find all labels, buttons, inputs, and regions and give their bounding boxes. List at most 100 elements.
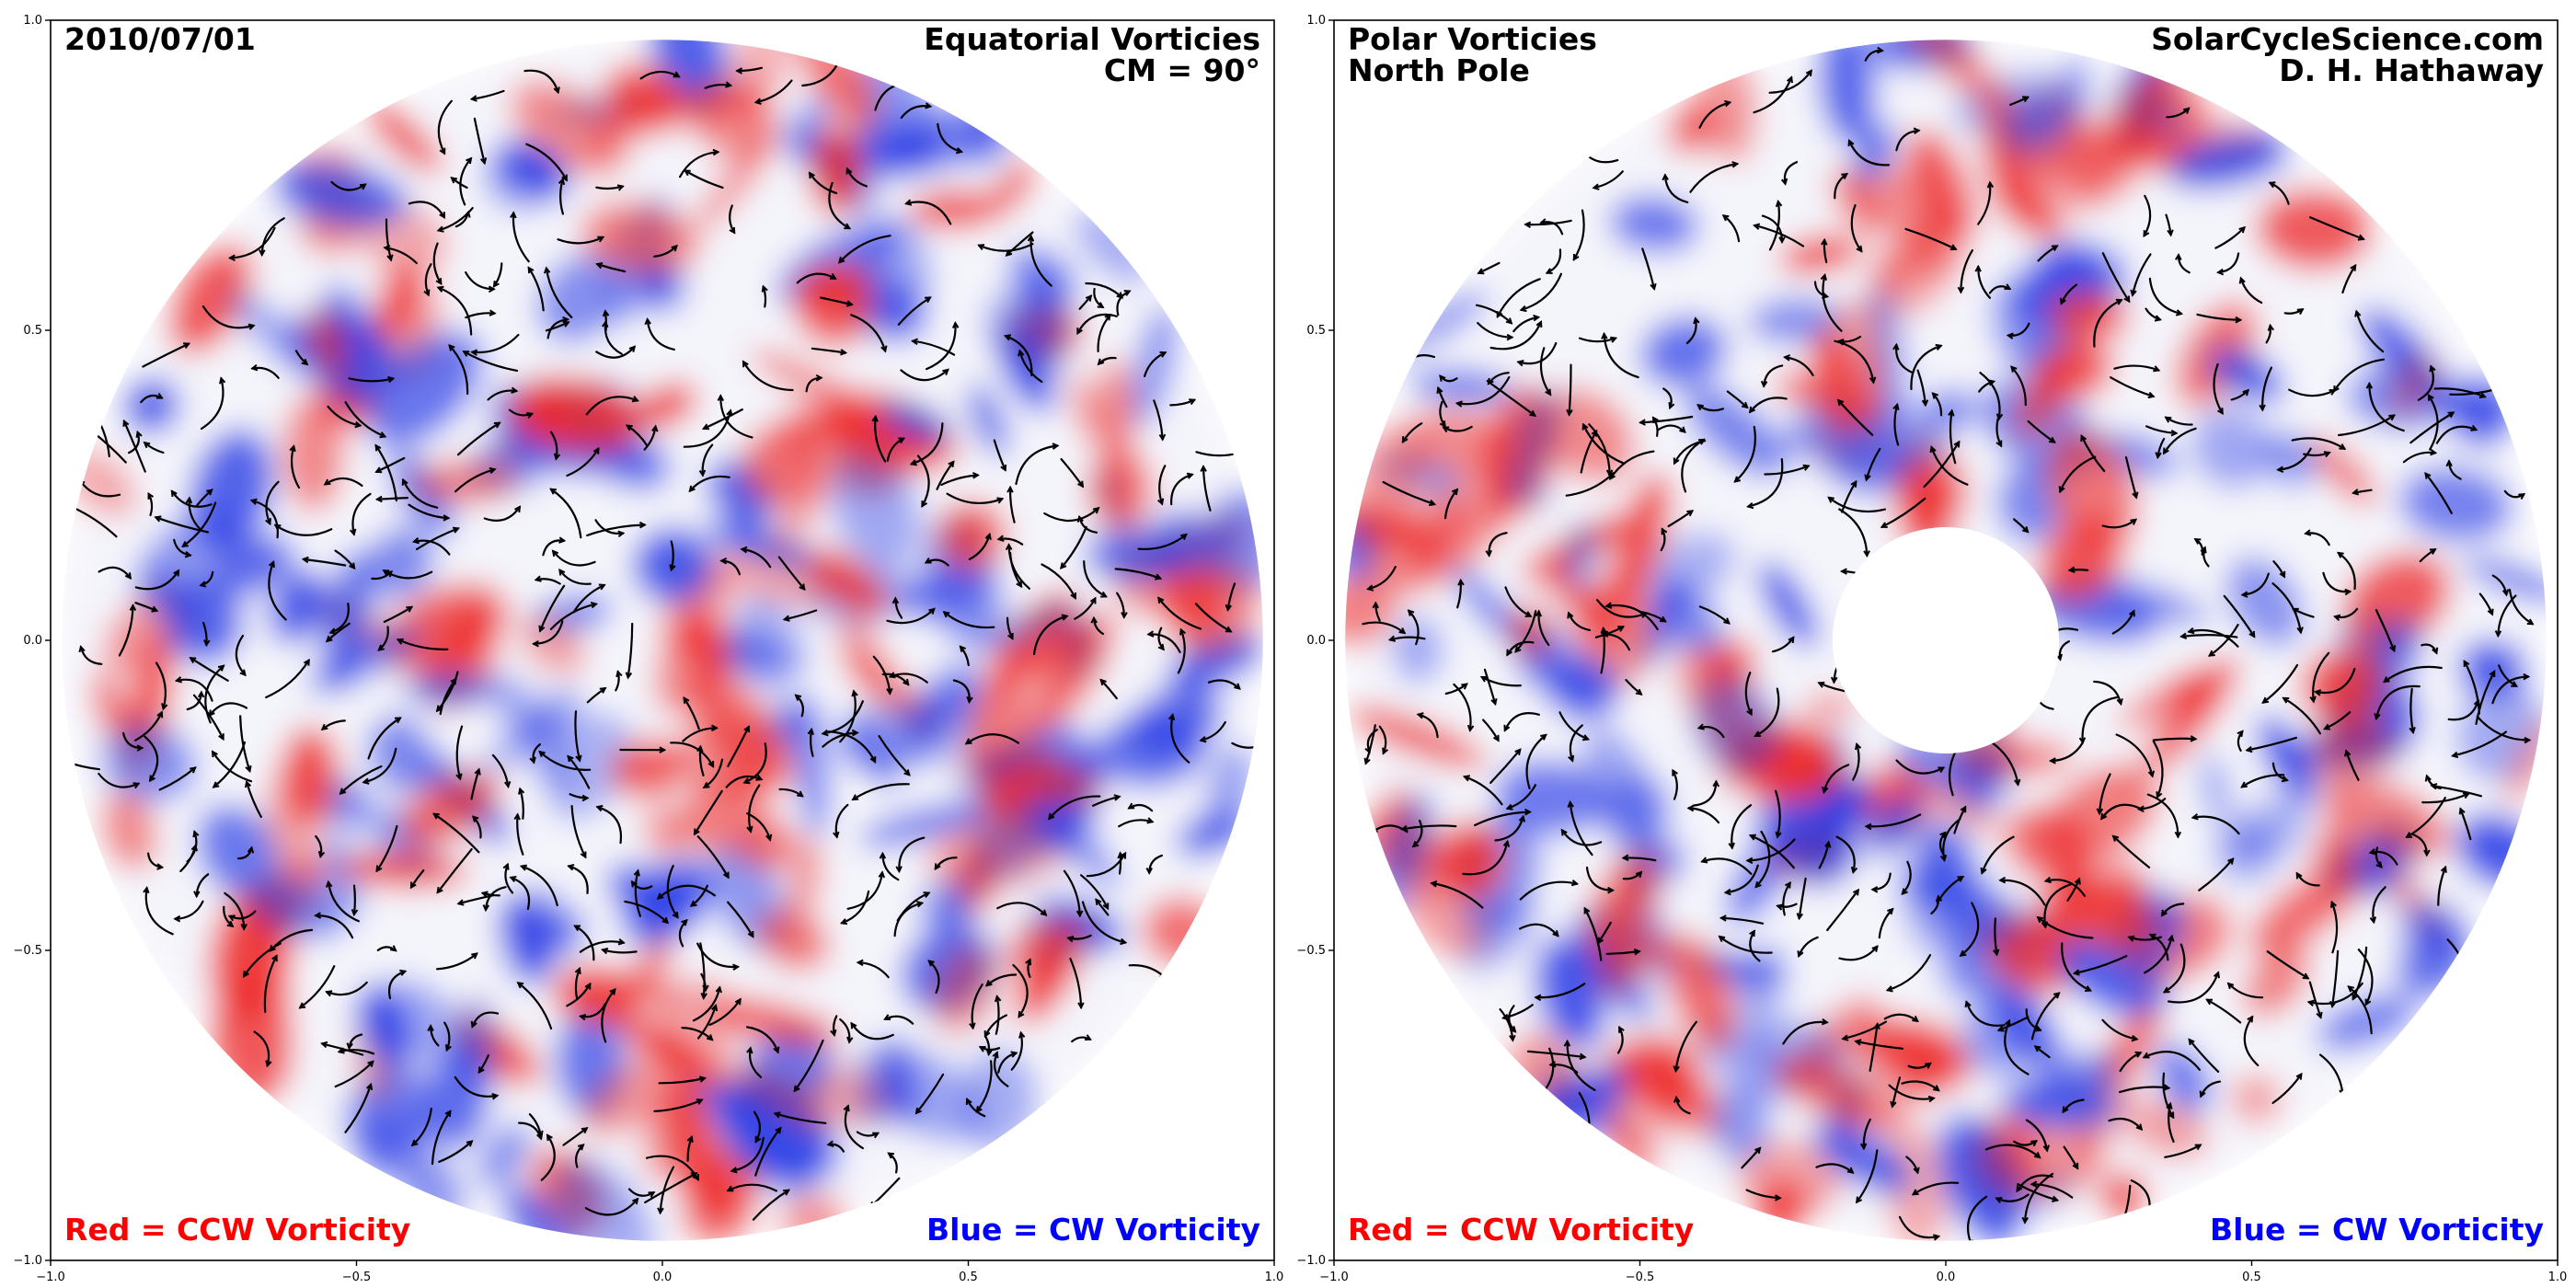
right-credit-line1: SolarCycleScience.com	[2151, 21, 2544, 57]
flow-streamline	[2101, 1018, 2138, 1041]
flow-streamline	[850, 1022, 894, 1041]
flow-arrowhead	[1935, 894, 1943, 903]
flow-arrowhead	[567, 754, 574, 763]
flow-streamline	[2093, 299, 2122, 348]
flow-streamline	[897, 296, 932, 326]
flow-streamline	[729, 204, 736, 234]
flow-arrowhead	[2004, 283, 2012, 291]
flow-arrowhead	[2445, 459, 2453, 467]
flow-streamline	[1401, 824, 1457, 831]
flow-arrowhead	[2242, 388, 2249, 397]
flow-streamline	[827, 730, 877, 764]
flow-streamline	[839, 690, 857, 743]
flow-arrowhead	[351, 909, 359, 917]
cw-vorticity-blob	[968, 383, 1009, 457]
flow-arrowhead	[2217, 408, 2224, 415]
flow-streamline	[926, 322, 957, 371]
flow-streamline	[1462, 840, 1509, 876]
flow-streamline	[2295, 872, 2320, 887]
flow-streamline	[2168, 972, 2220, 1004]
flow-streamline	[329, 603, 350, 634]
flow-arrowhead	[218, 733, 224, 742]
flow-streamline	[1010, 1031, 1023, 1071]
flow-streamline	[1698, 605, 1731, 625]
flow-arrowhead	[978, 1046, 986, 1052]
flow-arrowhead	[2131, 1034, 2139, 1042]
flow-streamline	[1153, 399, 1164, 441]
flow-streamline	[471, 333, 520, 354]
flow-streamline	[997, 537, 1024, 546]
flow-streamline	[1362, 621, 1406, 635]
flow-arrowhead	[1604, 602, 1613, 609]
flow-arrowhead	[1040, 909, 1048, 916]
flow-arrowhead	[2160, 909, 2168, 917]
cw-vorticity-blob	[493, 139, 570, 201]
flow-arrowhead	[1959, 949, 1967, 957]
flow-arrowhead	[1786, 75, 1793, 84]
flow-arrowhead	[1052, 443, 1060, 450]
flow-streamline	[436, 671, 459, 712]
flow-streamline	[936, 460, 955, 490]
flow-arrowhead	[964, 738, 972, 745]
flow-arrowhead	[1568, 754, 1575, 763]
flow-arrowhead	[2142, 1052, 2150, 1059]
flow-streamline	[2375, 609, 2396, 652]
flow-arrowhead	[374, 495, 383, 503]
flow-arrowhead	[1753, 223, 1761, 230]
flow-arrowhead	[891, 596, 900, 604]
flow-arrowhead	[972, 471, 980, 479]
flow-arrowhead	[1601, 331, 1608, 339]
flow-streamline	[2188, 1038, 2220, 1073]
flow-streamline	[250, 499, 279, 539]
right-vorticity-field	[1345, 40, 2547, 1241]
flow-arrowhead	[717, 394, 724, 402]
flow-arrowhead	[2296, 308, 2305, 316]
flow-streamline	[1782, 881, 1791, 916]
flow-streamline	[1588, 423, 1611, 477]
flow-streamline	[1999, 879, 2046, 906]
flow-arrowhead	[493, 421, 501, 429]
flow-streamline	[385, 218, 393, 261]
flow-streamline	[1583, 907, 1603, 961]
flow-arrowhead	[2062, 1106, 2069, 1114]
flow-streamline	[916, 454, 930, 508]
flow-streamline	[562, 1127, 588, 1146]
flow-streamline	[539, 584, 566, 632]
flow-streamline	[2271, 1073, 2303, 1104]
flow-streamline	[754, 1127, 782, 1177]
flow-arrowhead	[2055, 653, 2064, 661]
flow-arrowhead	[124, 572, 132, 580]
cw-vorticity-blob	[2208, 347, 2285, 403]
ccw-vorticity-blob	[1606, 1105, 1657, 1176]
flow-arrowhead	[439, 147, 446, 155]
flow-streamline	[144, 735, 159, 782]
flow-arrowhead	[509, 876, 517, 883]
flow-streamline	[983, 1014, 1007, 1038]
flow-arrowhead	[466, 156, 473, 165]
flow-arrowhead	[775, 1126, 782, 1134]
flow-arrowhead	[2042, 1144, 2051, 1153]
flow-streamline	[170, 489, 213, 508]
flow-streamline	[666, 865, 679, 919]
right-disk	[1345, 40, 2547, 1241]
cw-vorticity-blob	[2000, 1076, 2119, 1131]
flow-streamline	[2417, 365, 2434, 401]
flow-arrowhead	[538, 750, 546, 758]
flow-arrowhead	[916, 901, 925, 908]
flow-streamline	[471, 1011, 500, 1028]
flow-streamline	[2478, 592, 2494, 615]
flow-arrowhead	[983, 1030, 991, 1038]
right-legend-red: Red = CCW Vorticity	[1348, 1212, 1694, 1248]
flow-streamline	[351, 492, 372, 535]
flow-arrowhead	[1728, 842, 1735, 850]
flow-streamline	[736, 66, 763, 73]
flow-arrowhead	[793, 1085, 800, 1093]
flow-arrowhead	[1749, 929, 1755, 937]
flow-streamline	[1041, 563, 1076, 600]
flow-arrowhead	[2143, 230, 2150, 237]
flow-arrowhead	[2347, 985, 2354, 993]
flow-arrowhead	[719, 558, 728, 565]
flow-streamline	[2424, 472, 2453, 514]
flow-streamline	[2305, 532, 2330, 546]
flow-arrowhead	[514, 505, 522, 513]
